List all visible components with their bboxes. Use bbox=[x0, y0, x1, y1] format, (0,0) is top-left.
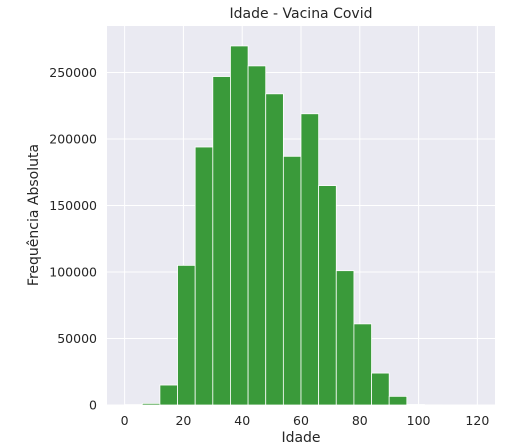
histogram-bar bbox=[406, 404, 425, 406]
y-tick-label: 250000 bbox=[49, 65, 97, 80]
x-tick-label: 100 bbox=[407, 413, 431, 428]
chart-title: Idade - Vacina Covid bbox=[229, 6, 372, 22]
histogram-bar bbox=[230, 45, 249, 406]
histogram-bars bbox=[124, 45, 478, 406]
histogram-bar bbox=[265, 93, 284, 406]
histogram-bar bbox=[318, 185, 337, 406]
histogram-bar bbox=[177, 264, 196, 406]
histogram-bar bbox=[194, 146, 214, 406]
x-tick-label: 20 bbox=[175, 413, 191, 428]
histogram-bar bbox=[371, 372, 390, 406]
y-tick-label: 150000 bbox=[49, 198, 97, 213]
histogram-bar bbox=[212, 76, 231, 406]
y-axis-label: Frequência Absoluta bbox=[26, 144, 42, 286]
histogram-bar bbox=[247, 65, 267, 406]
histogram-bar bbox=[353, 323, 372, 406]
histogram-bar bbox=[141, 403, 161, 406]
x-axis-label: Idade bbox=[281, 430, 320, 446]
x-tick-label: 0 bbox=[121, 413, 129, 428]
x-tick-label: 120 bbox=[465, 413, 489, 428]
x-tick-label: 80 bbox=[352, 413, 368, 428]
y-tick-label: 200000 bbox=[49, 132, 97, 147]
y-tick-label: 50000 bbox=[57, 331, 97, 346]
histogram-bar bbox=[388, 395, 408, 406]
histogram-bar bbox=[159, 384, 178, 406]
x-axis-ticks: 0 20 40 60 80 100 120 bbox=[121, 413, 490, 428]
y-tick-label: 0 bbox=[89, 398, 97, 413]
y-tick-label: 100000 bbox=[49, 265, 97, 280]
y-axis-ticks: 0 50000 100000 150000 200000 250000 bbox=[49, 65, 97, 412]
histogram-bar bbox=[300, 113, 320, 406]
histogram-bar bbox=[335, 270, 355, 406]
x-tick-label: 40 bbox=[234, 413, 250, 428]
x-tick-label: 60 bbox=[293, 413, 309, 428]
histogram-bar bbox=[282, 155, 302, 406]
